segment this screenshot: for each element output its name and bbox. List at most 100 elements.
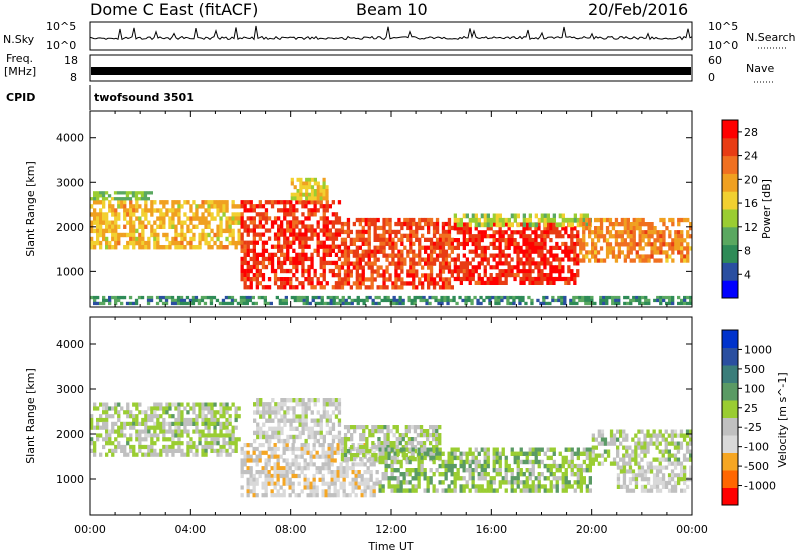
power-band-4-cell	[397, 249, 401, 254]
power-band-0-cell	[162, 232, 166, 238]
velocity-band-5-cell	[625, 445, 629, 450]
power-band-2-cell	[289, 268, 293, 274]
velocity-band-1-cell	[336, 473, 340, 479]
power-band-6-cell	[456, 222, 460, 228]
power-band-8-cell	[120, 301, 124, 306]
velocity-band-0-cell	[165, 402, 169, 407]
velocity-band-0-cell	[99, 402, 103, 407]
freq-panel-frame	[89, 54, 693, 82]
velocity-band-5-cell	[679, 441, 684, 446]
velocity-band-1-cell	[267, 454, 271, 459]
velocity-band-4-cell	[423, 447, 427, 452]
power-band-2-cell	[261, 216, 266, 221]
velocity-band-4-cell	[435, 451, 439, 456]
power-band-7-cell	[662, 230, 666, 235]
velocity-band-4-cell	[486, 480, 490, 485]
power-band-8-cell	[491, 295, 495, 300]
power-band-0-cell	[207, 200, 211, 205]
velocity-band-3-cell	[404, 441, 408, 446]
velocity-band-4-cell	[552, 476, 556, 481]
velocity-band-4-cell	[567, 480, 571, 485]
power-band-2-cell	[240, 260, 244, 266]
power-band-3-cell	[322, 192, 326, 197]
power-band-5-cell	[498, 226, 502, 231]
power-band-5-cell	[462, 253, 466, 258]
velocity-band-4-cell	[498, 463, 502, 469]
power-band-8-cell	[443, 298, 447, 303]
velocity-band-4-cell	[426, 451, 430, 456]
power-band-2-cell	[258, 232, 262, 237]
velocity-band-4-cell	[444, 488, 448, 493]
power-band-5-cell	[534, 230, 538, 235]
velocity-band-0-cell	[231, 441, 235, 446]
power-band-2-cell	[289, 200, 293, 205]
power-band-5-cell	[459, 269, 463, 274]
velocity-colorbar-segment	[722, 487, 738, 506]
velocity-band-1-cell	[246, 443, 250, 448]
power-band-2-cell	[289, 277, 293, 282]
power-band-4-cell	[450, 257, 454, 262]
velocity-band-1-cell	[261, 481, 265, 486]
velocity-band-4-cell	[474, 447, 478, 452]
power-band-7-cell	[641, 230, 645, 235]
velocity-band-6-cell	[680, 473, 684, 478]
power-band-5-cell	[483, 245, 487, 250]
velocity-band-6-cell	[667, 473, 672, 478]
power-band-4-cell	[340, 237, 345, 242]
power-band-5-cell	[459, 276, 463, 282]
power-band-5-cell	[573, 276, 577, 282]
velocity-band-3-cell	[371, 441, 375, 446]
velocity-band-1-cell	[360, 489, 364, 494]
power-band-0-cell	[123, 216, 127, 221]
power-band-6-cell	[567, 217, 571, 223]
velocity-band-2-cell	[298, 402, 302, 407]
velocity-band-1-cell	[306, 462, 310, 467]
power-band-7-cell	[620, 242, 624, 247]
power-band-2-cell	[280, 220, 284, 225]
velocity-band-1-cell	[240, 462, 244, 467]
velocity-band-4-cell	[441, 480, 445, 485]
velocity-band-5-cell	[600, 429, 605, 434]
power-band-6-cell	[486, 217, 490, 223]
velocity-band-0-cell	[231, 402, 235, 407]
power-band-0-cell	[117, 236, 121, 242]
velocity-band-4-cell	[402, 488, 406, 493]
power-band-5-cell	[555, 226, 559, 231]
velocity-band-2-cell	[298, 430, 302, 436]
velocity-band-1-cell	[321, 446, 325, 452]
velocity-band-1-cell	[291, 458, 295, 463]
power-band-0-cell	[231, 236, 235, 242]
velocity-band-1-cell	[354, 493, 358, 498]
power-band-4-cell	[388, 241, 392, 246]
power-band-5-cell	[558, 234, 562, 239]
power-band-4-cell	[376, 269, 380, 274]
power-band-4-cell	[361, 257, 365, 262]
velocity-band-6-cell	[622, 465, 627, 470]
station-title: Dome C East (fitACF)	[90, 0, 258, 19]
velocity-band-1-cell	[366, 466, 370, 471]
power-band-4-cell	[427, 217, 431, 223]
power-band-4-cell	[385, 285, 389, 290]
power-band-0-cell	[135, 208, 139, 213]
power-band-6-cell	[492, 213, 496, 219]
power-band-8-cell	[407, 298, 411, 303]
velocity-band-5-cell	[600, 433, 605, 438]
power-band-5-cell	[567, 253, 571, 258]
velocity-band-0-cell	[90, 437, 94, 442]
power-band-7-cell	[632, 222, 636, 227]
velocity-band-6-cell	[622, 480, 627, 486]
velocity-band-2-cell	[322, 438, 326, 444]
velocity-band-4-cell	[564, 488, 568, 493]
power-band-7-cell	[638, 222, 642, 227]
power-band-2-cell	[286, 248, 290, 253]
velocity-band-1-cell	[333, 446, 337, 452]
velocity-band-4-cell	[459, 451, 463, 456]
power-band-5-cell	[567, 265, 571, 270]
velocity-band-1-cell	[300, 446, 304, 452]
power-band-4-cell	[358, 253, 362, 258]
power-band-4-cell	[355, 233, 359, 238]
velocity-colorbar-segment	[722, 435, 738, 453]
power-band-0-cell	[192, 236, 196, 242]
power-band-8-cell	[341, 298, 345, 303]
power-colorbar-segment	[722, 120, 738, 139]
